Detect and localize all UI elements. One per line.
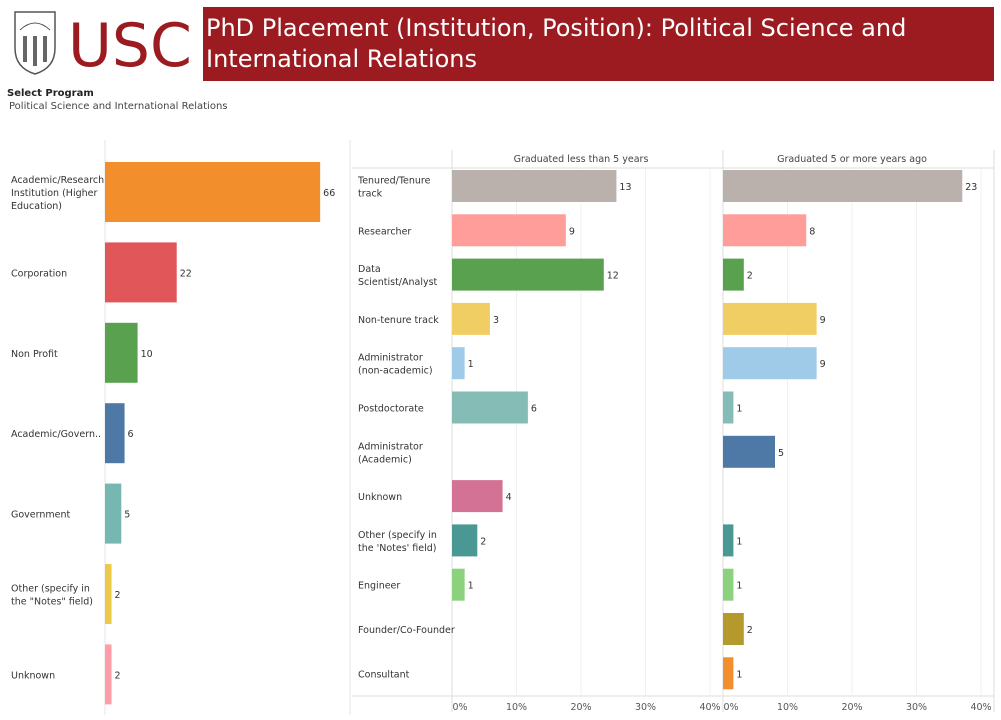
position-label: Unknown (358, 492, 402, 503)
x-tick-label: 30% (906, 702, 927, 713)
bar-value: 1 (468, 581, 474, 592)
panel-header: Graduated less than 5 years (514, 154, 649, 165)
bar-value: 2 (747, 271, 753, 282)
bar-value: 1 (736, 581, 742, 592)
bar-value: 5 (778, 448, 784, 459)
position-bar (723, 258, 744, 291)
left-bar-value: 66 (323, 188, 335, 199)
position-bar (452, 170, 617, 202)
position-bar (452, 480, 503, 513)
position-bar (452, 214, 566, 247)
left-category-label: Academic/Research Institution (Higher Educ… (11, 175, 104, 212)
position-bar (452, 524, 478, 557)
left-category-label: Non Profit (11, 349, 58, 360)
left-bar (105, 483, 122, 544)
x-tick-label: 20% (570, 702, 591, 713)
position-bar (723, 613, 744, 645)
position-label: Postdoctorate (358, 404, 424, 415)
left-bar-value: 10 (141, 349, 153, 360)
position-bar (723, 391, 734, 424)
x-tick-label: 10% (506, 702, 527, 713)
bar-value: 9 (820, 315, 826, 326)
left-category-label: Corporation (11, 268, 67, 279)
position-label: Data Scientist/Analyst (358, 264, 438, 288)
x-tick-label: 0% (452, 702, 467, 713)
left-bar (105, 162, 321, 222)
left-bar-value: 2 (115, 590, 121, 601)
position-bar (723, 568, 734, 601)
bar-value: 1 (468, 359, 474, 370)
position-label: Founder/Co-Founder (358, 625, 455, 636)
position-label: Consultant (358, 669, 410, 680)
bar-value: 1 (736, 669, 742, 680)
panel-header: Graduated 5 or more years ago (777, 154, 927, 165)
x-tick-label: 40% (970, 702, 991, 713)
bar-value: 6 (531, 404, 537, 415)
bar-value: 9 (820, 359, 826, 370)
bar-value: 12 (607, 271, 619, 282)
bar-value: 2 (747, 625, 753, 636)
left-bar (105, 242, 177, 303)
bar-value: 3 (493, 315, 499, 326)
x-tick-label: 10% (777, 702, 798, 713)
position-bar (723, 657, 734, 690)
left-category-label: Other (specify in the "Notes" field) (11, 584, 93, 608)
position-bar (452, 568, 465, 601)
position-label: Other (specify in the 'Notes' field) (358, 530, 437, 554)
position-bar (452, 302, 490, 335)
filter-label: Select Program (7, 88, 94, 99)
position-label: Tenured/Tenure track (357, 176, 431, 200)
position-bar (723, 302, 817, 335)
left-bar (105, 403, 125, 464)
position-bar (723, 170, 963, 202)
position-bar (452, 347, 465, 380)
x-tick-label: 40% (699, 702, 720, 713)
bar-value: 2 (480, 536, 486, 547)
left-bar-value: 2 (115, 670, 121, 681)
position-bar (452, 391, 528, 424)
x-tick-label: 20% (841, 702, 862, 713)
bar-value: 9 (569, 226, 575, 237)
x-tick-label: 30% (635, 702, 656, 713)
left-category-label: Unknown (11, 670, 55, 681)
program-filter[interactable]: Political Science and International Rela… (9, 101, 228, 112)
bar-value: 4 (506, 492, 512, 503)
position-label: Administrator (Academic) (358, 441, 423, 465)
position-bar (723, 214, 807, 247)
position-label: Non-tenure track (358, 315, 439, 326)
bar-value: 8 (809, 226, 815, 237)
position-bar (452, 258, 604, 291)
logo-text: USC (68, 11, 192, 76)
left-category-label: Government (11, 510, 71, 521)
position-bar (723, 347, 817, 380)
left-bar-value: 22 (180, 268, 192, 279)
position-label: Engineer (358, 581, 400, 592)
left-bar (105, 322, 138, 383)
left-category-label: Academic/Govern.. (11, 429, 101, 440)
left-bar (105, 644, 112, 705)
page-title: PhD Placement (Institution, Position): P… (203, 7, 994, 81)
left-bar-value: 6 (128, 429, 134, 440)
position-label: Administrator (non-academic) (358, 353, 433, 377)
position-label: Researcher (358, 226, 411, 237)
bar-value: 1 (736, 536, 742, 547)
bar-value: 23 (965, 182, 977, 193)
bar-value: 1 (736, 404, 742, 415)
x-tick-label: 0% (723, 702, 738, 713)
usc-logo: USC (14, 11, 192, 76)
position-bar (723, 524, 734, 557)
left-bar (105, 564, 112, 624)
left-bar-value: 5 (124, 510, 130, 521)
position-bar (723, 435, 776, 468)
bar-value: 13 (619, 182, 631, 193)
